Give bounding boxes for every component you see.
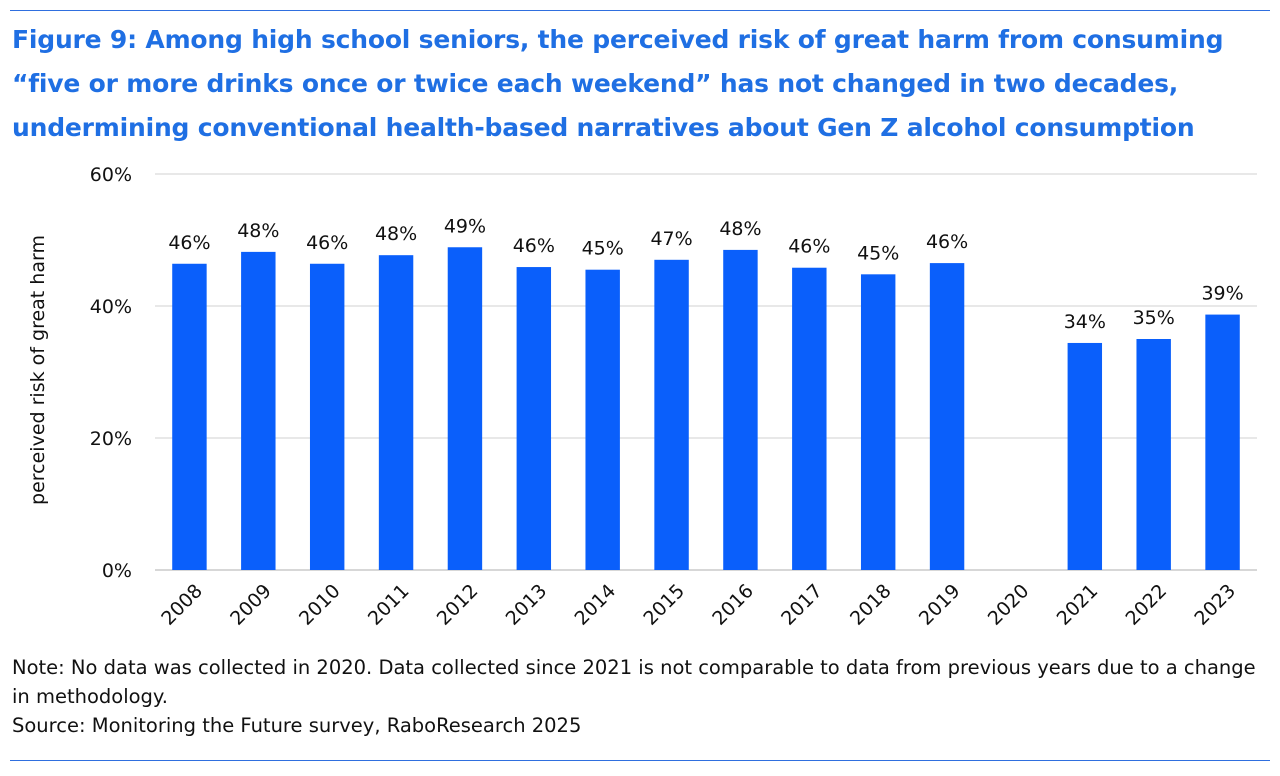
figure-title: Figure 9: Among high school seniors, the… <box>12 25 1224 142</box>
data-label-2012: 49% <box>444 215 486 237</box>
bars <box>172 247 1240 570</box>
notes-block: Note: No data was collected in 2020. Dat… <box>12 653 1272 740</box>
x-tick-label-2019: 2019 <box>915 580 965 630</box>
y-tick-label: 0% <box>102 560 132 582</box>
y-axis-ticks: 0% 20% 40% 60% <box>90 164 132 582</box>
x-tick-label-2021: 2021 <box>1053 580 1103 630</box>
data-label-2016: 48% <box>719 218 761 240</box>
data-label-2018: 45% <box>857 242 899 264</box>
x-tick-label-2018: 2018 <box>846 580 896 630</box>
bar-2009 <box>241 251 276 570</box>
data-label-2023: 39% <box>1201 283 1243 305</box>
x-tick-label-2011: 2011 <box>364 580 414 630</box>
x-tick-label-2022: 2022 <box>1121 580 1171 630</box>
bar-2023 <box>1205 314 1240 570</box>
x-tick-label-2017: 2017 <box>777 580 827 630</box>
data-label-2017: 46% <box>788 236 830 258</box>
x-tick-label-2008: 2008 <box>157 580 207 630</box>
note-text: Note: No data was collected in 2020. Dat… <box>12 656 1256 708</box>
bar-2014 <box>585 269 620 570</box>
source-text: Source: Monitoring the Future survey, Ra… <box>12 714 582 737</box>
bar-2008 <box>172 263 207 570</box>
x-tick-label-2014: 2014 <box>570 580 620 630</box>
data-labels: 46% 48% 46% 48% 49% 46% 45% 47% 48% 46% 45% 46% 34% 3… <box>168 215 1243 333</box>
data-label-2015: 47% <box>650 228 692 250</box>
x-tick-label-2016: 2016 <box>708 580 758 630</box>
x-tick-label-2010: 2010 <box>295 580 345 630</box>
bar-2021 <box>1067 342 1103 570</box>
data-label-2009: 48% <box>237 220 279 242</box>
data-label-2014: 45% <box>582 238 624 260</box>
x-tick-label-2023: 2023 <box>1190 580 1240 630</box>
data-label-2008: 46% <box>168 232 210 254</box>
bar-2022 <box>1136 339 1171 570</box>
bar-2011 <box>378 255 414 570</box>
bar-2010 <box>309 263 345 570</box>
x-tick-label-2015: 2015 <box>639 580 689 630</box>
x-tick-label-2009: 2009 <box>226 580 276 630</box>
bar-chart: 46% 48% 46% 48% 49% 46% 45% 47% 48% 46% 45% 46% 34% 3… <box>27 164 1257 630</box>
data-label-2021: 34% <box>1064 311 1106 333</box>
bottom-rule <box>10 760 1270 761</box>
data-label-2019: 46% <box>926 231 968 253</box>
y-tick-label: 60% <box>90 164 132 186</box>
bar-2015 <box>654 259 689 570</box>
x-tick-label-2012: 2012 <box>433 580 483 630</box>
bar-2016 <box>723 249 758 570</box>
y-axis-label: perceived risk of great harm <box>27 235 49 505</box>
x-axis-ticks: 2008 2009 2010 2011 2012 2013 2014 2015 2016 2017… <box>157 580 1240 630</box>
bar-2012 <box>447 247 483 570</box>
data-label-2011: 48% <box>375 223 417 245</box>
x-tick-label-2013: 2013 <box>502 580 552 630</box>
bar-2017 <box>792 267 827 570</box>
top-rule <box>10 10 1270 11</box>
bar-2018 <box>860 274 896 570</box>
y-tick-label: 20% <box>90 428 132 450</box>
data-label-2010: 46% <box>306 232 348 254</box>
bar-2019 <box>929 263 965 570</box>
x-tick-label-2020: 2020 <box>984 580 1034 630</box>
data-label-2022: 35% <box>1133 307 1175 329</box>
y-tick-label: 40% <box>90 296 132 318</box>
data-label-2013: 46% <box>513 235 555 257</box>
bar-2013 <box>516 267 552 570</box>
